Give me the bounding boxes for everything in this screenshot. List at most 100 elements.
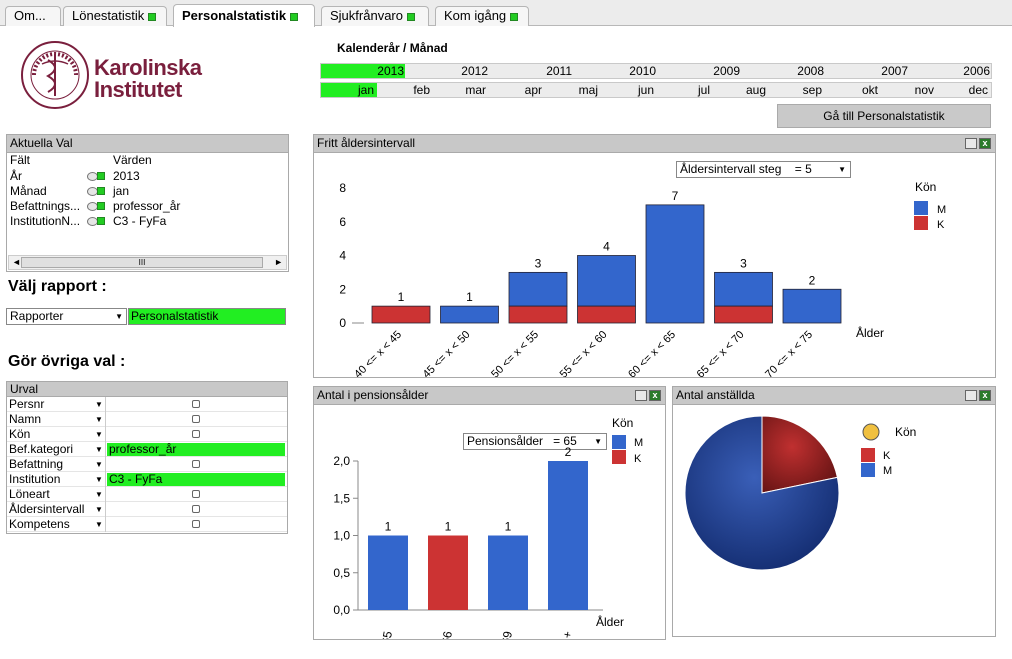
pension-age-chart-panel: Antal i pensionsålder x Pensionsålder = …: [313, 386, 666, 640]
year-2013[interactable]: 2013: [377, 64, 404, 78]
bar-m: [714, 271, 773, 307]
year-2008[interactable]: 2008: [797, 64, 824, 78]
excel-icon[interactable]: x: [649, 390, 661, 401]
tab-sjukfranvaro[interactable]: Sjukfrånvaro: [321, 6, 429, 26]
urval-row[interactable]: Persnr ▼: [7, 397, 287, 412]
urval-checkbox[interactable]: [192, 460, 200, 468]
year-2009[interactable]: 2009: [713, 64, 740, 78]
year-2006[interactable]: 2006: [963, 64, 990, 78]
data-label: 7: [672, 189, 679, 203]
goto-personalstatistik-button[interactable]: Gå till Personalstatistik: [777, 104, 991, 128]
dropdown-arrow-icon[interactable]: ▼: [95, 505, 103, 514]
urval-checkbox[interactable]: [192, 400, 200, 408]
urval-row[interactable]: Åldersintervall ▼: [7, 502, 287, 517]
dropdown-arrow-icon[interactable]: ▼: [95, 520, 103, 529]
report-selected-value[interactable]: Personalstatistik: [128, 308, 286, 325]
tab-label: Sjukfrånvaro: [330, 8, 403, 23]
horizontal-scrollbar[interactable]: ◄ III ►: [8, 255, 287, 270]
pension-age-dropdown[interactable]: Pensionsålder = 65 ▼: [463, 433, 607, 450]
selection-value: professor_år: [113, 199, 181, 213]
bar-m: [368, 535, 408, 610]
urval-row[interactable]: Namn ▼: [7, 412, 287, 427]
urval-checkbox[interactable]: [192, 415, 200, 423]
month-jan[interactable]: jan: [357, 83, 374, 97]
month-mar[interactable]: mar: [465, 83, 486, 97]
urval-row[interactable]: Kompetens ▼: [7, 517, 287, 532]
tab-label: Personalstatistik: [182, 8, 287, 23]
month-dec[interactable]: dec: [968, 83, 988, 97]
dropdown-arrow-icon[interactable]: ▼: [95, 400, 103, 409]
urval-checkbox[interactable]: [192, 520, 200, 528]
month-apr[interactable]: apr: [524, 83, 542, 97]
x-tick-label: 65: [379, 630, 395, 639]
scroll-left-icon[interactable]: ◄: [12, 257, 21, 267]
print-icon[interactable]: [965, 390, 977, 401]
urval-row[interactable]: Löneart ▼: [7, 487, 287, 502]
excel-icon[interactable]: x: [979, 390, 991, 401]
month-nov[interactable]: nov: [914, 83, 934, 97]
month-aug[interactable]: aug: [745, 83, 766, 97]
tab-personalstatistik[interactable]: Personalstatistik: [173, 4, 315, 27]
pie-slice-k: [761, 415, 838, 494]
month-feb[interactable]: feb: [413, 83, 430, 97]
current-selection-row[interactable]: Befattnings... professor_år: [7, 199, 288, 214]
current-selection-row[interactable]: År 2013: [7, 169, 288, 184]
selection-value: 2013: [113, 169, 140, 183]
urval-checkbox[interactable]: [192, 505, 200, 513]
year-2011[interactable]: 2011: [546, 64, 572, 78]
data-label: 3: [535, 256, 542, 270]
selection-field: Befattnings...: [10, 199, 81, 213]
print-icon[interactable]: [635, 390, 647, 401]
x-tick-label: 65 <= x < 70: [695, 329, 747, 377]
print-icon[interactable]: [965, 138, 977, 149]
bar-m: [577, 255, 636, 307]
excel-icon[interactable]: x: [979, 138, 991, 149]
month-okt[interactable]: okt: [861, 83, 878, 97]
urval-value[interactable]: professor_år: [107, 443, 285, 456]
year-2007[interactable]: 2007: [881, 64, 908, 78]
year-2012[interactable]: 2012: [461, 64, 488, 78]
scroll-thumb[interactable]: III: [21, 257, 263, 268]
status-green-icon: [97, 217, 105, 225]
x-tick-label: 50 <= x < 55: [489, 329, 541, 377]
dropdown-arrow-icon[interactable]: ▼: [95, 490, 103, 499]
urval-row[interactable]: Kön ▼: [7, 427, 287, 442]
legend-label: M: [937, 204, 946, 216]
urval-value[interactable]: C3 - FyFa: [107, 473, 285, 486]
dropdown-arrow-icon[interactable]: ▼: [95, 415, 103, 424]
urval-list: Persnr ▼ Namn ▼ Kön ▼ Bef.kategori ▼ professor_å…: [7, 397, 287, 532]
urval-row[interactable]: Bef.kategori ▼ professor_år: [7, 442, 287, 457]
pension-age-value: = 65: [553, 434, 577, 448]
year-2010[interactable]: 2010: [629, 64, 656, 78]
selection-field: År: [10, 169, 22, 183]
tab-om[interactable]: Om...: [5, 6, 61, 26]
selected-month-highlight: [321, 83, 377, 97]
age-step-dropdown[interactable]: Åldersintervall steg = 5 ▼: [676, 161, 851, 178]
cycle-icon: [862, 423, 880, 441]
month-jul[interactable]: jul: [697, 83, 710, 97]
dropdown-arrow-icon[interactable]: ▼: [95, 460, 103, 469]
current-selection-row[interactable]: Månad jan: [7, 184, 288, 199]
y-tick-label: 1,0: [333, 529, 350, 543]
dropdown-arrow-icon[interactable]: ▼: [95, 445, 103, 454]
tab-lonestatistik[interactable]: Lönestatistik: [63, 6, 167, 26]
status-green-icon: [97, 187, 105, 195]
month-maj[interactable]: maj: [578, 83, 598, 97]
dropdown-arrow-icon[interactable]: ▼: [95, 430, 103, 439]
urval-checkbox[interactable]: [192, 430, 200, 438]
bar-k: [508, 305, 568, 324]
urval-row[interactable]: Institution ▼ C3 - FyFa: [7, 472, 287, 487]
current-selection-row[interactable]: InstitutionN... C3 - FyFa: [7, 214, 288, 229]
month-jun[interactable]: jun: [637, 83, 654, 97]
legend-swatch-m: [861, 463, 875, 477]
report-dropdown[interactable]: Rapporter ▼: [6, 308, 127, 325]
dropdown-arrow-icon[interactable]: ▼: [95, 475, 103, 484]
urval-row[interactable]: Befattning ▼: [7, 457, 287, 472]
month-sep[interactable]: sep: [802, 83, 822, 97]
urval-checkbox[interactable]: [192, 490, 200, 498]
selection-field: Månad: [10, 184, 47, 198]
scroll-right-icon[interactable]: ►: [274, 257, 283, 267]
legend-title: Kön: [612, 416, 633, 430]
current-selections-list: År 2013 Månad jan Befattnings... professor_år…: [7, 169, 288, 229]
tab-kom-igang[interactable]: Kom igång: [435, 6, 529, 26]
